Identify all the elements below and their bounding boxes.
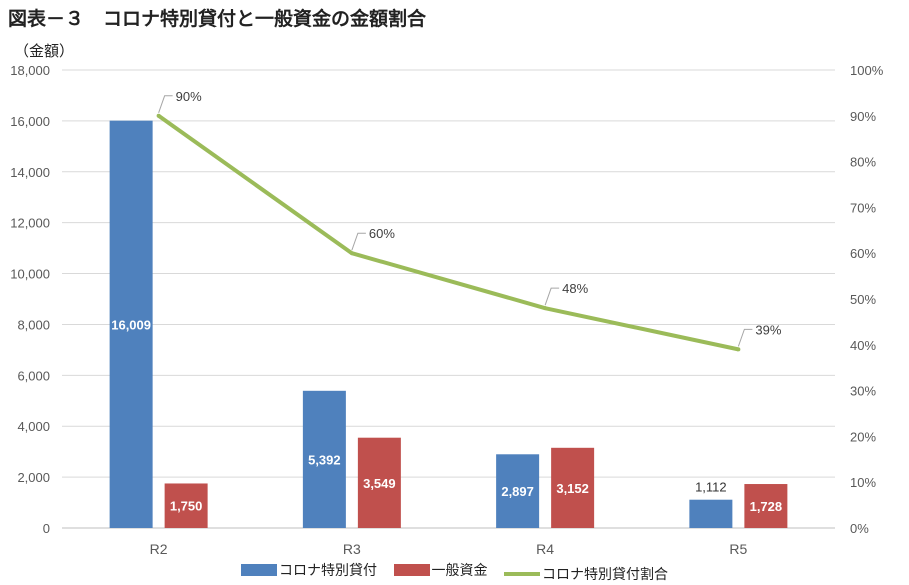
legend-swatch-ratio bbox=[503, 572, 540, 576]
x-tick-label: R5 bbox=[729, 541, 747, 557]
legend-label-ratio: コロナ特別貸付割合 bbox=[541, 567, 668, 583]
legend: コロナ特別貸付 一般資金 コロナ特別貸付割合 bbox=[0, 560, 909, 584]
y-tick-label: 16,000 bbox=[10, 114, 50, 129]
bar-data-label: 1,728 bbox=[750, 499, 783, 514]
y2-tick-label: 20% bbox=[850, 429, 876, 444]
x-tick-label: R4 bbox=[536, 541, 554, 557]
y-tick-label: 10,000 bbox=[10, 267, 50, 282]
y2-tick-label: 0% bbox=[850, 521, 869, 536]
y2-tick-label: 60% bbox=[850, 246, 876, 261]
ratio-data-label: 39% bbox=[755, 322, 781, 337]
bar-data-label: 5,392 bbox=[308, 452, 341, 467]
legend-label-corona: コロナ特別貸付 bbox=[279, 563, 378, 579]
ratio-leader-line bbox=[158, 95, 173, 113]
bar-general bbox=[164, 483, 208, 528]
bar-data-label: 3,152 bbox=[556, 481, 589, 496]
y-axis-unit-label: （金額） bbox=[14, 42, 75, 60]
bar-general bbox=[744, 484, 788, 528]
ratio-point bbox=[156, 113, 161, 118]
bar-corona bbox=[302, 390, 346, 528]
legend-item-general: 一般資金 bbox=[393, 560, 488, 580]
y2-tick-label: 100% bbox=[850, 63, 884, 78]
ratio-leader-line bbox=[544, 287, 560, 306]
legend-swatch-corona bbox=[241, 564, 278, 576]
y-tick-label: 4,000 bbox=[17, 419, 50, 434]
y-tick-label: 12,000 bbox=[10, 216, 50, 231]
ratio-data-label: 90% bbox=[176, 89, 202, 104]
y-tick-label: 0 bbox=[43, 521, 50, 536]
bar-data-label: 1,750 bbox=[170, 499, 203, 514]
ratio-leader-line bbox=[351, 232, 366, 251]
x-tick-label: R3 bbox=[343, 541, 361, 557]
y2-tick-label: 30% bbox=[850, 384, 876, 399]
bar-data-label: 3,549 bbox=[363, 476, 396, 491]
legend-label-general: 一般資金 bbox=[431, 563, 488, 579]
legend-item-ratio: コロナ特別貸付割合 bbox=[503, 564, 668, 584]
y-tick-label: 18,000 bbox=[10, 63, 50, 78]
y-tick-label: 6,000 bbox=[17, 368, 50, 383]
y-tick-label: 2,000 bbox=[17, 470, 50, 485]
y-tick-label: 14,000 bbox=[10, 165, 50, 180]
y2-tick-label: 90% bbox=[850, 109, 876, 124]
y2-tick-label: 50% bbox=[850, 292, 876, 307]
ratio-line bbox=[157, 114, 739, 352]
bar-general bbox=[551, 447, 595, 528]
bar-corona bbox=[109, 120, 153, 529]
y-tick-label: 8,000 bbox=[17, 317, 50, 332]
bar-data-label: 2,897 bbox=[501, 484, 534, 499]
ratio-point bbox=[736, 347, 741, 352]
bar-corona bbox=[496, 454, 540, 528]
legend-item-corona: コロナ特別貸付 bbox=[241, 560, 377, 580]
bar-general bbox=[357, 437, 401, 528]
y2-tick-label: 10% bbox=[850, 475, 876, 490]
bar-data-label: 1,112 bbox=[695, 480, 727, 495]
ratio-leader-line bbox=[737, 328, 753, 347]
bar-corona bbox=[689, 499, 733, 528]
bar-data-label: 16,009 bbox=[111, 317, 151, 332]
y2-tick-label: 80% bbox=[850, 155, 876, 170]
y2-tick-label: 40% bbox=[850, 338, 876, 353]
ratio-data-label: 48% bbox=[562, 281, 588, 296]
legend-swatch-general bbox=[393, 564, 430, 576]
ratio-point bbox=[349, 251, 354, 256]
ratio-point bbox=[543, 306, 548, 311]
ratio-data-label: 60% bbox=[369, 226, 395, 241]
chart-title: 図表－３ コロナ特別貸付と一般資金の金額割合 bbox=[8, 8, 427, 30]
x-tick-label: R2 bbox=[150, 541, 168, 557]
y2-tick-label: 70% bbox=[850, 200, 876, 215]
